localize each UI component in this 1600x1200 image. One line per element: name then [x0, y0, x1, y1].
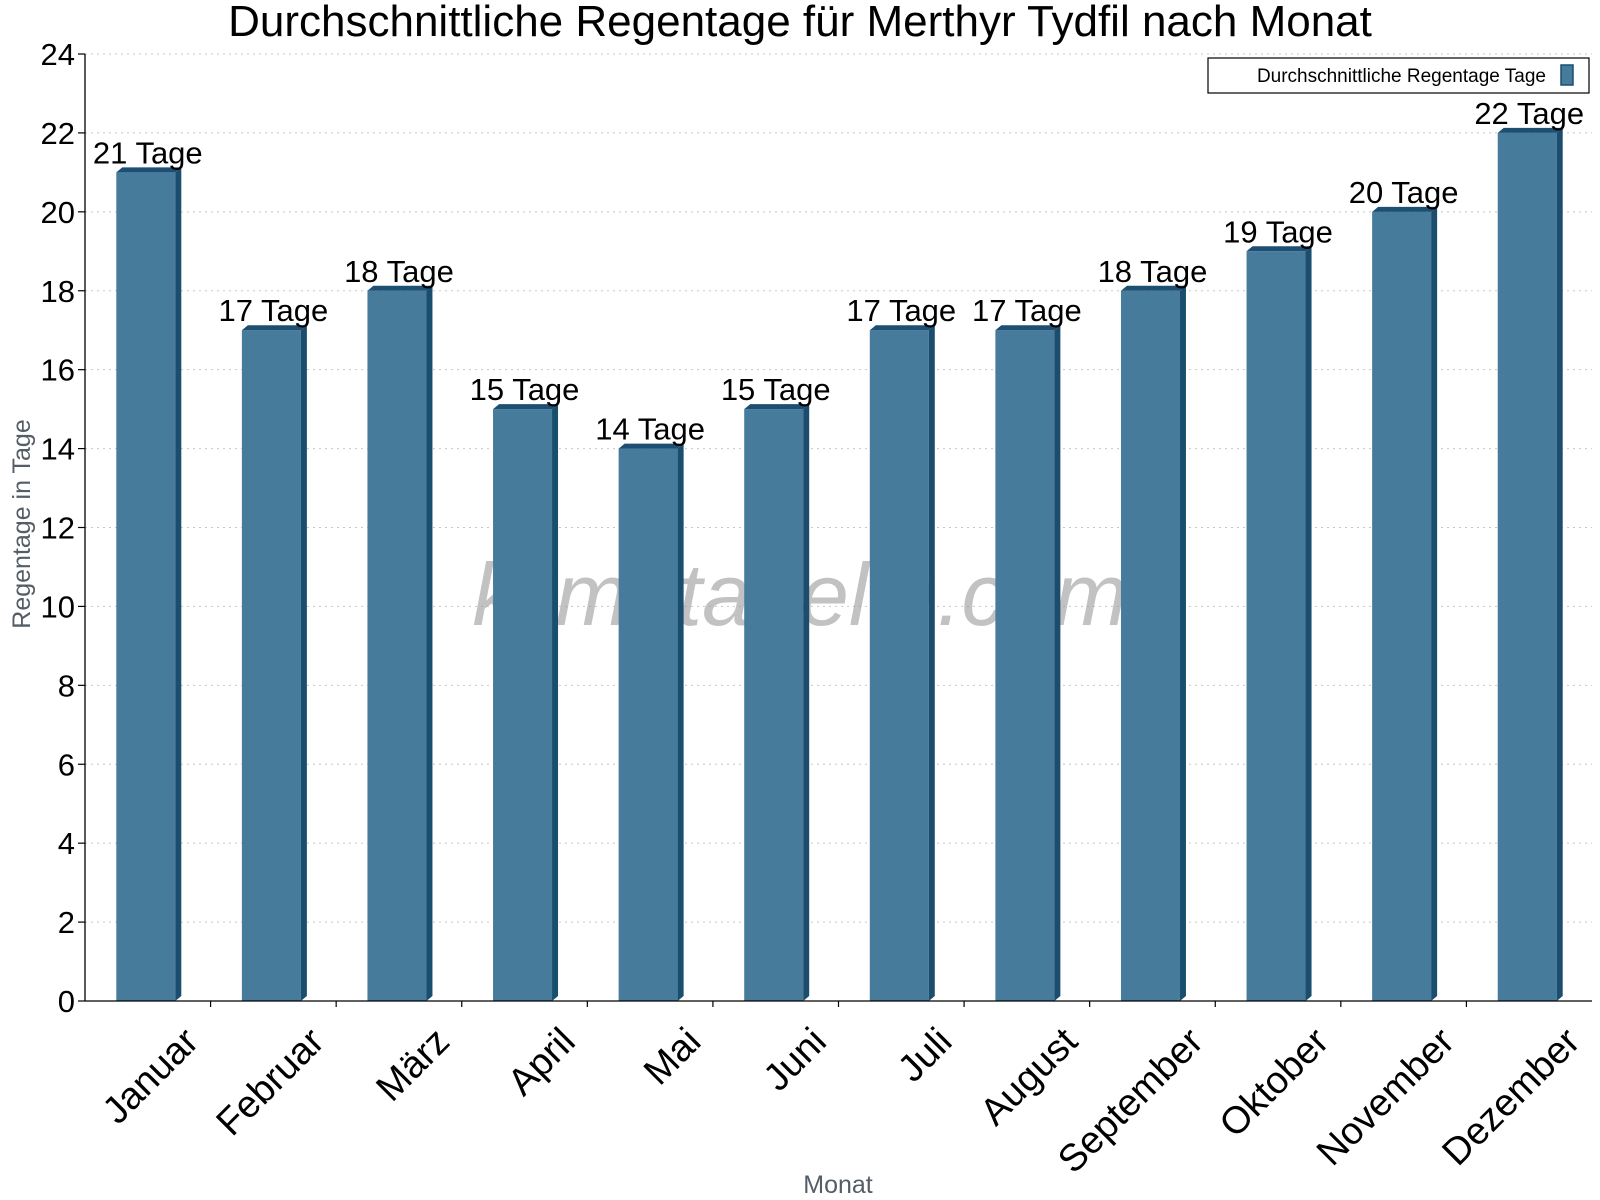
bar: [1372, 211, 1432, 1002]
bar-side: [803, 404, 810, 1001]
y-tick-label: 22: [41, 116, 75, 151]
legend-box: [1207, 57, 1590, 94]
data-labels: 21 Tage 17 Tage 18 Tage 15 Tage 14 Tage 15 Ta…: [93, 96, 1584, 447]
x-tick-label: Oktober: [1212, 1020, 1338, 1146]
y-tick-label: 8: [58, 668, 75, 703]
y-tick-label: 18: [41, 274, 75, 309]
data-label: 19 Tage: [1223, 214, 1333, 249]
x-tick-label: Mai: [636, 1020, 709, 1093]
bar: [493, 409, 553, 1001]
y-tick-label: 0: [58, 984, 75, 1019]
data-label: 22 Tage: [1474, 96, 1584, 131]
x-tick-label: Dezember: [1435, 1020, 1589, 1174]
bar-top: [744, 404, 810, 410]
bar: [367, 290, 427, 1001]
bar: [241, 330, 301, 1001]
bar-top: [1120, 285, 1186, 291]
bar-top: [1246, 246, 1312, 252]
legend-swatch: [1560, 64, 1574, 86]
data-label: 17 Tage: [972, 293, 1082, 328]
bar: [1246, 251, 1306, 1001]
bar-top: [367, 285, 433, 291]
bar-side: [1431, 206, 1438, 1002]
bar-top: [1497, 127, 1563, 133]
y-tick-label: 6: [58, 747, 75, 782]
bar-side: [426, 285, 433, 1001]
bar-top: [995, 325, 1061, 331]
bar: [995, 330, 1055, 1001]
x-axis-ticks: Januar Februar März April Mai Juni Juli AugustS…: [95, 1001, 1589, 1181]
y-tick-label: 12: [41, 511, 75, 546]
bar-top: [493, 404, 559, 410]
x-tick-label: August: [973, 1020, 1087, 1134]
bar-top: [116, 167, 182, 173]
data-label: 20 Tage: [1349, 175, 1459, 210]
data-label: 17 Tage: [846, 293, 956, 328]
bar-side: [1556, 127, 1563, 1001]
bar-top: [241, 325, 307, 331]
bar-top: [618, 443, 684, 449]
y-tick-label: 2: [58, 905, 75, 940]
data-label: 15 Tage: [470, 372, 580, 407]
bar-top: [869, 325, 935, 331]
y-tick-label: 20: [41, 195, 75, 230]
y-tick-label: 14: [41, 432, 75, 467]
data-label: 18 Tage: [344, 254, 454, 289]
x-axis-title: Monat: [803, 1171, 873, 1199]
bar-side: [928, 325, 935, 1001]
x-tick-label: Juni: [756, 1020, 835, 1099]
bar: [1120, 290, 1180, 1001]
y-tick-label: 10: [41, 589, 75, 624]
data-label: 18 Tage: [1098, 254, 1208, 289]
y-axis-title: Regentage in Tage: [8, 419, 36, 628]
bar: [744, 409, 804, 1001]
bar: [116, 172, 176, 1001]
bar: [869, 330, 929, 1001]
bars: [116, 127, 1563, 1002]
y-tick-label: 16: [41, 353, 75, 388]
legend-label: Durchschnittliche Regentage Tage: [1257, 66, 1546, 87]
data-label: 21 Tage: [93, 135, 203, 170]
bar-side: [1179, 285, 1186, 1001]
bar-side: [1305, 246, 1312, 1001]
data-label: 17 Tage: [218, 293, 328, 328]
bar-side: [175, 167, 182, 1001]
data-label: 15 Tage: [721, 372, 831, 407]
bar: [1497, 132, 1557, 1001]
chart-title: Durchschnittliche Regentage für Merthyr …: [228, 0, 1372, 46]
bar-side: [552, 404, 559, 1001]
bar-top: [1372, 206, 1438, 212]
x-tick-label: Februar: [209, 1020, 333, 1144]
x-tick-label: April: [500, 1020, 583, 1103]
grid: [85, 53, 1592, 923]
data-label: 14 Tage: [595, 412, 705, 447]
bar: [618, 448, 678, 1001]
bar-side: [300, 325, 307, 1001]
x-tick-label: März: [369, 1020, 458, 1109]
bar-side: [1054, 325, 1061, 1001]
legend: Durchschnittliche Regentage Tage: [1207, 57, 1590, 94]
x-tick-label: Juli: [890, 1020, 960, 1090]
y-tick-label: 4: [58, 826, 75, 861]
x-tick-label: Januar: [95, 1020, 207, 1132]
y-tick-label: 24: [41, 37, 75, 72]
bar-side: [677, 443, 684, 1001]
